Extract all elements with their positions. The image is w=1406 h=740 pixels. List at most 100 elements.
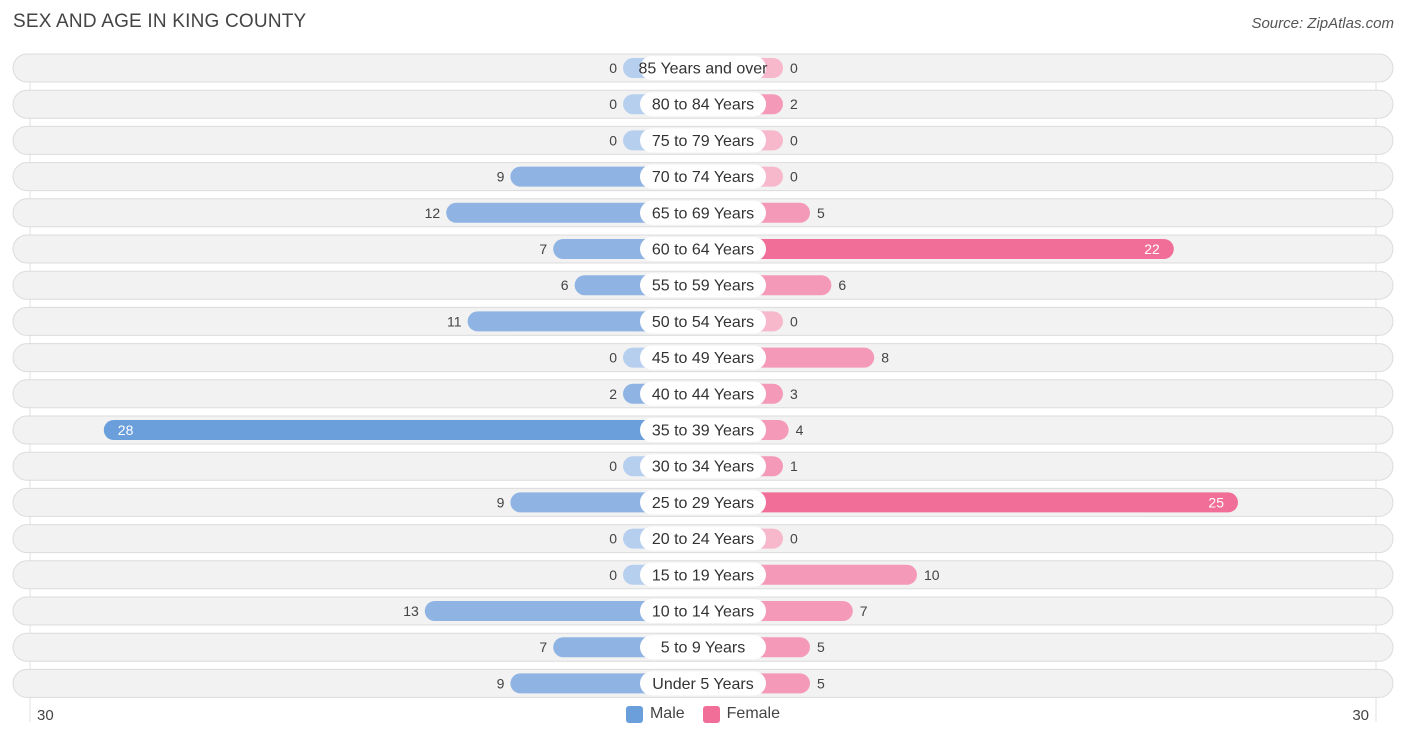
value-label-male: 28 bbox=[118, 422, 134, 438]
value-label-female: 0 bbox=[790, 531, 798, 547]
category-label-bg bbox=[640, 345, 766, 370]
value-label-male: 7 bbox=[539, 639, 547, 655]
row-4[interactable]: 65 to 69 Years 12 5 bbox=[12, 198, 1394, 228]
value-label-female: 8 bbox=[881, 350, 889, 366]
category-label-bg bbox=[640, 200, 766, 225]
category-label-bg bbox=[640, 309, 766, 334]
category-label: 80 to 84 Years bbox=[652, 97, 754, 114]
category-label-bg bbox=[640, 635, 766, 660]
row-8[interactable]: 45 to 49 Years 0 8 bbox=[12, 343, 1394, 373]
row-12[interactable]: 25 to 29 Years 9 25 bbox=[12, 487, 1394, 517]
bar-female bbox=[703, 492, 1238, 513]
value-label-female: 4 bbox=[796, 422, 804, 438]
row-1[interactable]: 80 to 84 Years 0 2 bbox=[12, 89, 1394, 119]
category-label: 85 Years and over bbox=[639, 61, 769, 78]
bar-male bbox=[446, 202, 703, 223]
category-label: 20 to 24 Years bbox=[652, 531, 754, 548]
category-label: 25 to 29 Years bbox=[652, 495, 754, 512]
category-label-bg bbox=[640, 381, 766, 406]
value-label-male: 0 bbox=[609, 531, 617, 547]
value-label-male: 11 bbox=[447, 313, 462, 329]
legend-item-male[interactable]: Male bbox=[625, 705, 685, 723]
chart-title: SEX AND AGE IN KING COUNTY bbox=[13, 11, 307, 32]
value-label-female: 1 bbox=[790, 458, 798, 474]
row-0[interactable]: 85 Years and over 0 0 bbox=[12, 53, 1394, 83]
row-9[interactable]: 40 to 44 Years 2 3 bbox=[12, 379, 1394, 409]
category-label: 50 to 54 Years bbox=[652, 314, 754, 331]
category-label-bg bbox=[640, 164, 766, 189]
category-label-bg bbox=[640, 526, 766, 551]
value-label-female: 0 bbox=[790, 313, 798, 329]
value-label-male: 9 bbox=[497, 675, 505, 691]
value-label-female: 7 bbox=[860, 603, 868, 619]
source-label: Source: ZipAtlas.com bbox=[1251, 15, 1394, 32]
row-2[interactable]: 75 to 79 Years 0 0 bbox=[12, 125, 1394, 155]
value-label-female: 5 bbox=[817, 639, 825, 655]
category-label-bg bbox=[640, 418, 766, 442]
category-label: 75 to 79 Years bbox=[652, 133, 754, 150]
category-label-bg bbox=[640, 237, 766, 261]
row-17[interactable]: Under 5 Years 9 5 bbox=[12, 668, 1394, 698]
category-label-bg bbox=[640, 599, 766, 623]
category-label: 55 to 59 Years bbox=[652, 278, 754, 295]
value-label-male: 6 bbox=[561, 277, 569, 293]
value-label-female: 0 bbox=[790, 60, 798, 76]
category-label: 60 to 64 Years bbox=[652, 242, 754, 259]
category-label-bg bbox=[640, 128, 766, 153]
category-label-bg bbox=[640, 454, 766, 479]
row-13[interactable]: 20 to 24 Years 0 0 bbox=[12, 524, 1394, 554]
bar-male bbox=[424, 601, 703, 621]
value-label-female: 5 bbox=[817, 205, 825, 221]
category-label: 40 to 44 Years bbox=[652, 386, 754, 403]
row-7[interactable]: 50 to 54 Years 11 0 bbox=[12, 306, 1394, 336]
bar-male bbox=[103, 420, 704, 440]
row-10[interactable]: 35 to 39 Years 28 4 bbox=[12, 415, 1394, 445]
category-label-bg bbox=[640, 273, 766, 298]
value-label-female: 22 bbox=[1144, 241, 1160, 257]
value-label-female: 0 bbox=[790, 169, 798, 185]
category-label: 5 to 9 Years bbox=[661, 640, 746, 657]
row-6[interactable]: 55 to 59 Years 6 6 bbox=[12, 270, 1394, 300]
value-label-male: 12 bbox=[425, 205, 441, 221]
category-label-bg bbox=[640, 490, 766, 515]
category-label: 10 to 14 Years bbox=[652, 604, 754, 621]
legend-swatch-male bbox=[625, 705, 643, 723]
value-label-female: 0 bbox=[790, 132, 798, 148]
row-11[interactable]: 30 to 34 Years 0 1 bbox=[12, 451, 1394, 481]
row-5[interactable]: 60 to 64 Years 7 22 bbox=[12, 234, 1394, 264]
value-label-female: 25 bbox=[1208, 494, 1224, 510]
category-label: 35 to 39 Years bbox=[652, 423, 754, 440]
row-15[interactable]: 10 to 14 Years 13 7 bbox=[12, 596, 1394, 626]
legend-item-female[interactable]: Female bbox=[702, 705, 780, 723]
category-label: 30 to 34 Years bbox=[652, 459, 754, 476]
category-label-bg bbox=[640, 562, 766, 587]
value-label-male: 9 bbox=[497, 494, 505, 510]
row-14[interactable]: 15 to 19 Years 0 10 bbox=[12, 560, 1394, 590]
axis-right-label: 30 bbox=[1352, 707, 1369, 724]
category-label-bg bbox=[640, 56, 766, 80]
legend-swatch-female bbox=[702, 705, 720, 723]
value-label-female: 10 bbox=[924, 567, 940, 583]
value-label-male: 7 bbox=[539, 241, 547, 257]
value-label-female: 3 bbox=[790, 386, 798, 402]
category-label: 15 to 19 Years bbox=[652, 567, 754, 584]
legend-label-male: Male bbox=[649, 705, 685, 722]
category-label: 45 to 49 Years bbox=[652, 350, 754, 367]
value-label-male: 2 bbox=[609, 386, 617, 402]
category-label: 70 to 74 Years bbox=[652, 169, 754, 186]
value-label-female: 5 bbox=[817, 675, 825, 691]
value-label-male: 0 bbox=[609, 60, 617, 76]
bar-female bbox=[703, 239, 1174, 259]
value-label-female: 6 bbox=[838, 277, 846, 293]
value-label-male: 0 bbox=[609, 350, 617, 366]
value-label-male: 0 bbox=[609, 458, 617, 474]
legend: Male Female bbox=[0, 705, 1406, 723]
value-label-female: 2 bbox=[790, 96, 798, 112]
value-label-male: 9 bbox=[497, 169, 505, 185]
value-label-male: 0 bbox=[609, 96, 617, 112]
value-label-male: 0 bbox=[609, 132, 617, 148]
category-label: 65 to 69 Years bbox=[652, 205, 754, 222]
row-3[interactable]: 70 to 74 Years 9 0 bbox=[12, 162, 1394, 192]
axis-left-label: 30 bbox=[37, 707, 54, 724]
row-16[interactable]: 5 to 9 Years 7 5 bbox=[12, 632, 1394, 662]
